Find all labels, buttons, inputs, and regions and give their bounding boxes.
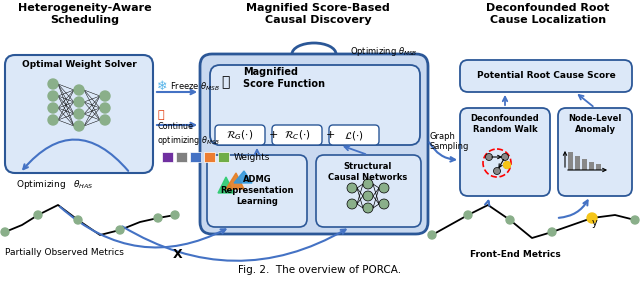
FancyBboxPatch shape [207, 155, 307, 227]
Circle shape [502, 153, 509, 160]
Circle shape [1, 228, 9, 236]
FancyBboxPatch shape [210, 65, 420, 145]
Circle shape [363, 191, 373, 201]
FancyBboxPatch shape [272, 125, 322, 145]
Text: Optimizing $\theta_{MSB}$: Optimizing $\theta_{MSB}$ [350, 46, 417, 59]
Text: Node-Level
Anomaly: Node-Level Anomaly [568, 114, 621, 134]
Circle shape [363, 203, 373, 213]
Circle shape [347, 199, 357, 209]
Polygon shape [226, 173, 244, 189]
FancyBboxPatch shape [558, 108, 632, 196]
FancyBboxPatch shape [215, 125, 265, 145]
Circle shape [464, 211, 472, 219]
Text: Structural
Causal Networks: Structural Causal Networks [328, 162, 408, 182]
Bar [582, 159, 587, 170]
Text: Front-End Metrics: Front-End Metrics [470, 250, 561, 259]
Circle shape [493, 168, 500, 175]
Circle shape [100, 91, 110, 101]
Circle shape [548, 228, 556, 236]
FancyBboxPatch shape [200, 54, 428, 234]
Text: Magnified
Score Function: Magnified Score Function [243, 67, 325, 89]
Circle shape [48, 91, 58, 101]
FancyBboxPatch shape [329, 125, 379, 145]
Circle shape [74, 109, 84, 119]
Bar [568, 152, 573, 170]
Bar [190, 152, 201, 162]
Text: Deconfounded
Random Walk: Deconfounded Random Walk [470, 114, 540, 134]
Text: Freeze $\theta_{MSB}$: Freeze $\theta_{MSB}$ [170, 81, 220, 93]
Text: $\mathcal{R}_C(\cdot)$: $\mathcal{R}_C(\cdot)$ [284, 128, 310, 142]
Text: $\mathbf{X}$: $\mathbf{X}$ [172, 248, 184, 261]
Circle shape [48, 79, 58, 89]
Bar [218, 152, 229, 162]
Text: Optimizing   $\theta_{HAS}$: Optimizing $\theta_{HAS}$ [16, 178, 94, 191]
Circle shape [74, 216, 82, 224]
Circle shape [379, 183, 389, 193]
Text: +: + [269, 130, 278, 140]
Bar [596, 164, 601, 170]
Circle shape [506, 216, 514, 224]
Circle shape [100, 103, 110, 113]
Bar [176, 152, 187, 162]
Text: $\mathcal{R}_G(\cdot)$: $\mathcal{R}_G(\cdot)$ [227, 128, 253, 142]
Text: 📋: 📋 [221, 75, 229, 89]
Bar [204, 152, 215, 162]
Circle shape [48, 103, 58, 113]
Circle shape [34, 211, 42, 219]
Bar [575, 156, 580, 170]
Text: 🔥: 🔥 [157, 110, 164, 120]
Text: ADMG
Representation
Learning: ADMG Representation Learning [220, 175, 294, 206]
Circle shape [154, 214, 162, 222]
Text: Weights: Weights [234, 153, 270, 162]
Text: Potential Root Cause Score: Potential Root Cause Score [477, 72, 616, 80]
FancyBboxPatch shape [316, 155, 421, 227]
Text: Deconfounded Root
Cause Localization: Deconfounded Root Cause Localization [486, 3, 610, 25]
FancyBboxPatch shape [460, 108, 550, 196]
Circle shape [588, 214, 596, 222]
Circle shape [347, 183, 357, 193]
Text: Heterogeneity-Aware
Scheduling: Heterogeneity-Aware Scheduling [18, 3, 152, 25]
Circle shape [171, 211, 179, 219]
Circle shape [100, 115, 110, 125]
Text: y: y [592, 218, 598, 228]
Text: Partially Observed Metrics: Partially Observed Metrics [5, 248, 124, 257]
Text: +: + [326, 130, 335, 140]
Circle shape [363, 179, 373, 189]
Text: ❄: ❄ [157, 80, 168, 93]
Text: Magnified Score-Based
Causal Discovery: Magnified Score-Based Causal Discovery [246, 3, 390, 25]
Circle shape [504, 162, 511, 168]
Circle shape [48, 115, 58, 125]
Text: Graph
Sampling: Graph Sampling [430, 132, 469, 151]
Circle shape [504, 162, 511, 168]
Circle shape [631, 216, 639, 224]
FancyBboxPatch shape [460, 60, 632, 92]
Circle shape [74, 121, 84, 131]
Polygon shape [218, 177, 234, 193]
Polygon shape [234, 171, 252, 183]
Circle shape [116, 226, 124, 234]
Text: Fig. 2.  The overview of PORCA.: Fig. 2. The overview of PORCA. [239, 265, 401, 275]
Bar [162, 152, 173, 162]
Circle shape [379, 199, 389, 209]
Circle shape [486, 153, 493, 160]
Bar [589, 162, 594, 170]
Circle shape [74, 85, 84, 95]
Text: $\mathcal{L}(\cdot)$: $\mathcal{L}(\cdot)$ [344, 128, 364, 142]
FancyBboxPatch shape [5, 55, 153, 173]
Circle shape [587, 213, 597, 223]
Text: Continue
optimizing $\theta_{MSB}$: Continue optimizing $\theta_{MSB}$ [157, 122, 220, 147]
Circle shape [428, 231, 436, 239]
Circle shape [74, 97, 84, 107]
Text: Optimal Weight Solver: Optimal Weight Solver [22, 60, 136, 69]
